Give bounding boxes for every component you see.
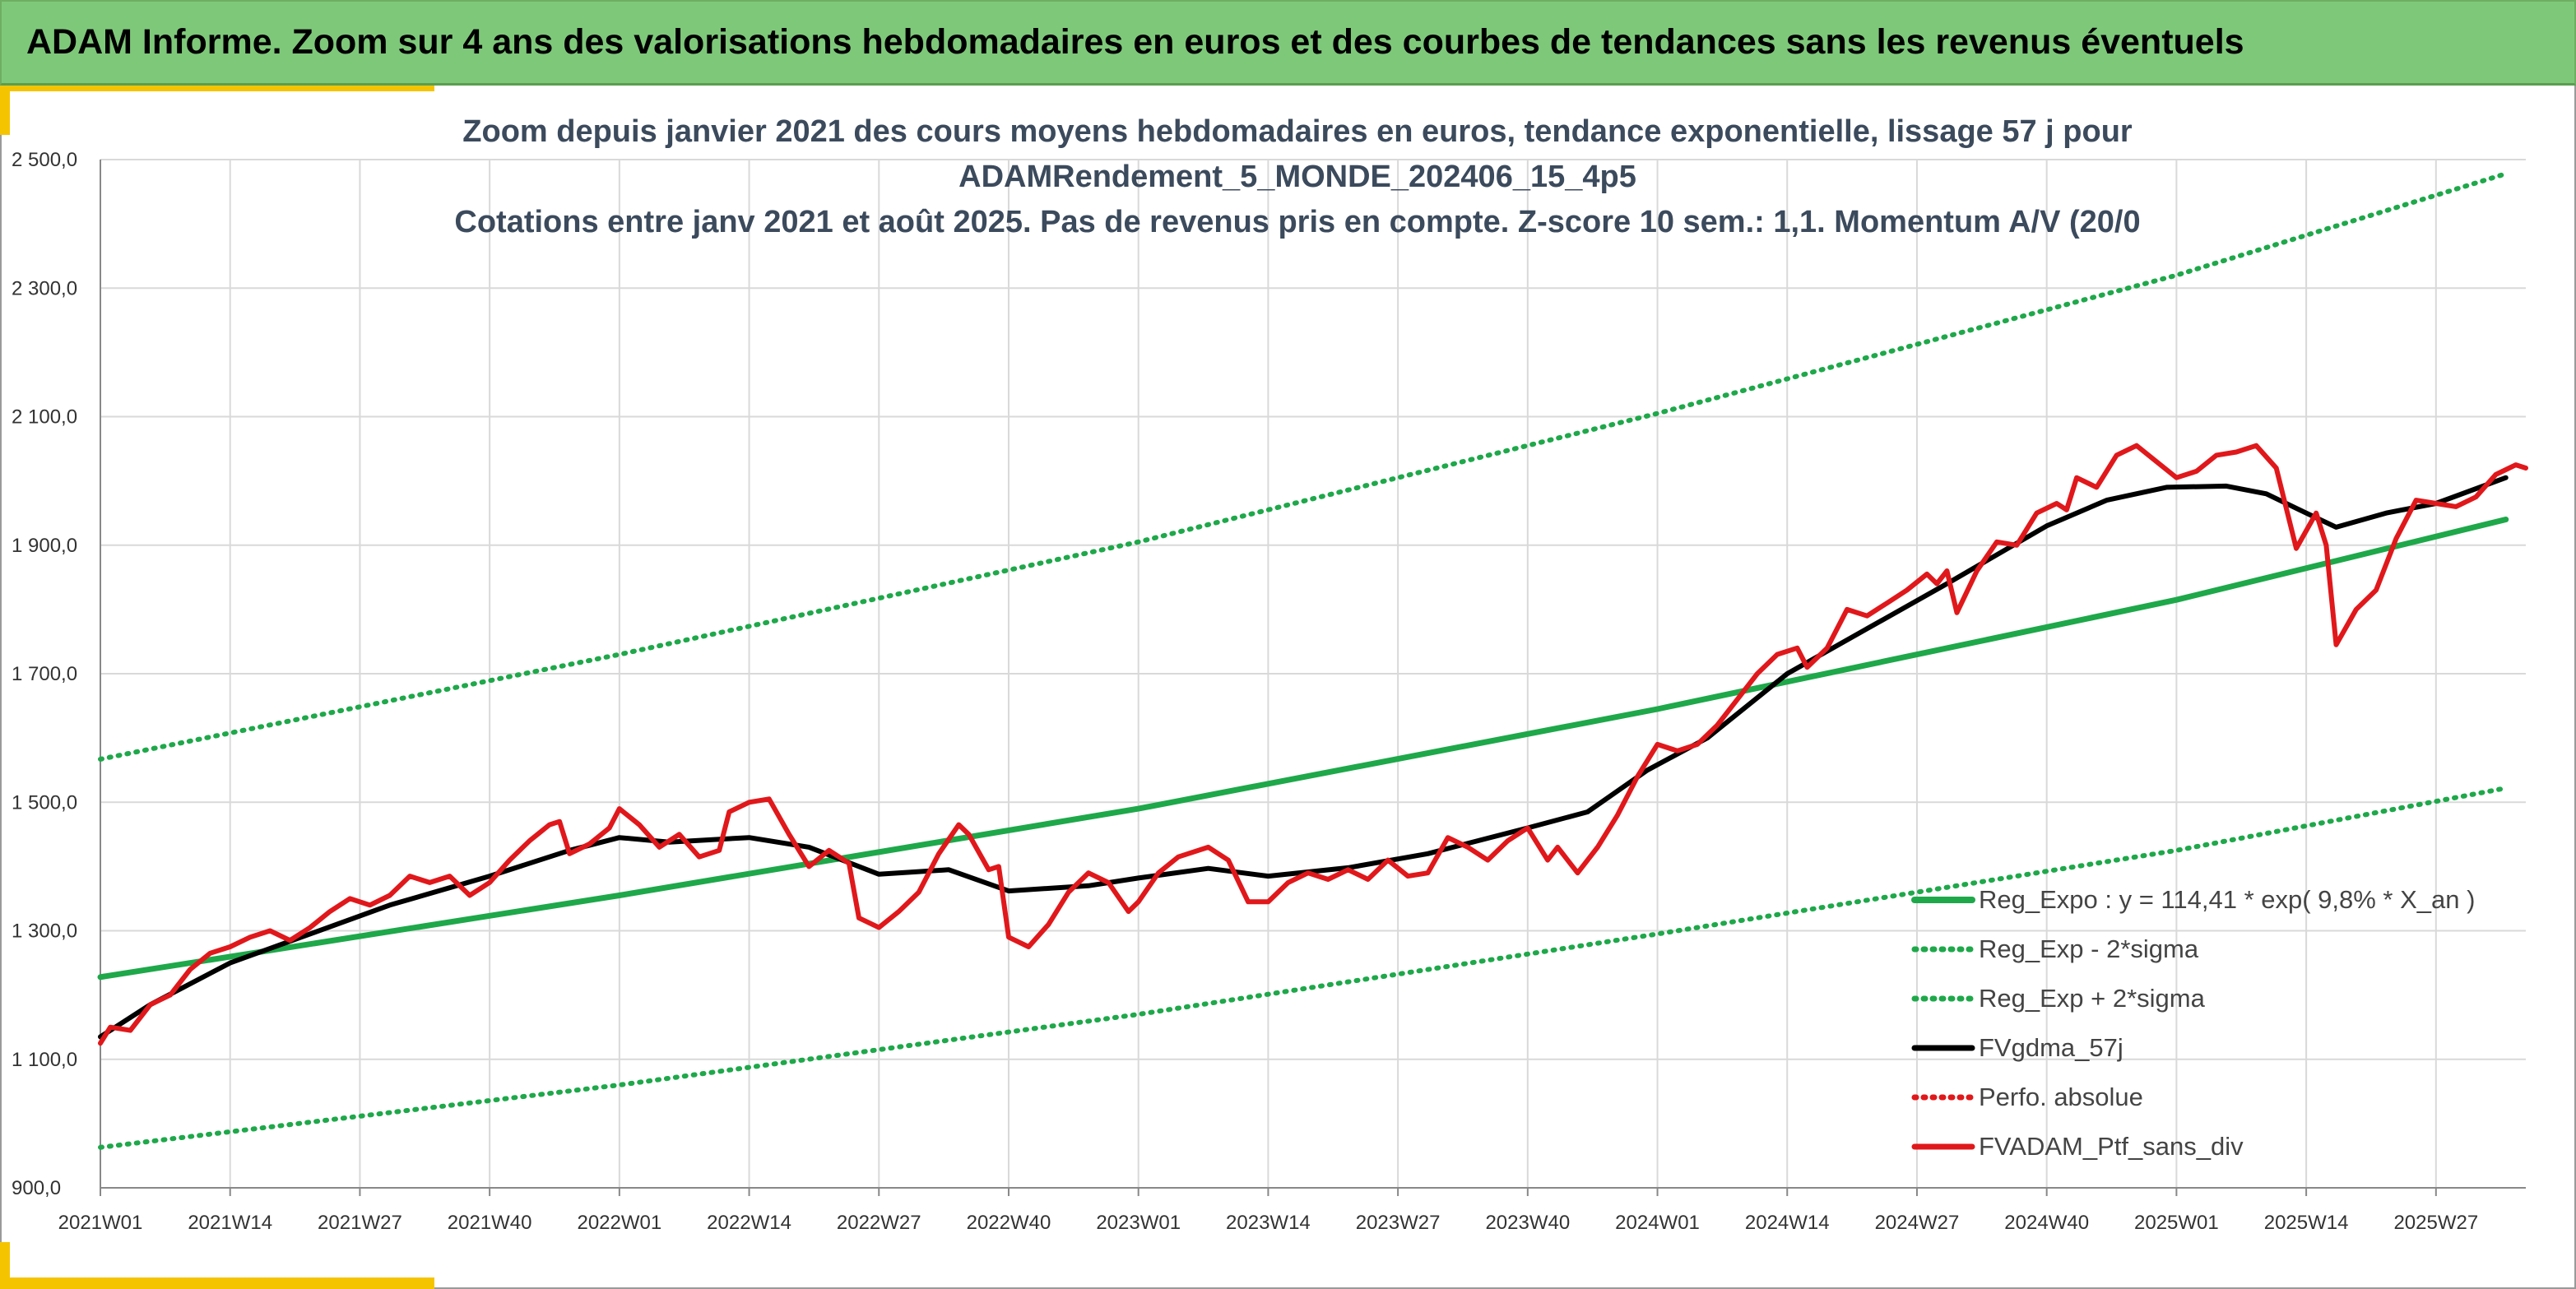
- x-tick-label: 2025W27: [2393, 1212, 2478, 1234]
- x-tick-label: 2024W14: [1745, 1212, 1830, 1234]
- chart-title-line-2: ADAMRendement_5_MONDE_202406_15_4p5: [958, 160, 1636, 194]
- y-tick-label: 1 700,0: [12, 663, 77, 685]
- x-tick-label: 2025W14: [2264, 1212, 2349, 1234]
- x-tick-label: 2024W40: [2004, 1212, 2089, 1234]
- header-banner: ADAM Informe. Zoom sur 4 ans des valoris…: [0, 0, 2576, 86]
- accent-bar-left-bottom: [0, 1242, 10, 1289]
- accent-bar-top: [0, 86, 434, 91]
- series-lines: [97, 171, 2528, 1150]
- x-tick-label: 2021W27: [318, 1212, 402, 1234]
- chart-title: Zoom depuis janvier 2021 des cours moyen…: [454, 114, 2140, 239]
- accent-bar-bottom: [0, 1277, 434, 1289]
- legend-label: FVgdma_57j: [1979, 1033, 2123, 1062]
- x-tick-label: 2023W14: [1226, 1212, 1311, 1234]
- y-tick-label: 2 500,0: [12, 149, 77, 171]
- y-tick-label: 900,0: [12, 1177, 61, 1199]
- chart-title-line-1: Zoom depuis janvier 2021 des cours moyen…: [462, 114, 2133, 149]
- x-tick-label: 2024W27: [1875, 1212, 1960, 1234]
- page-title: ADAM Informe. Zoom sur 4 ans des valoris…: [26, 22, 2244, 62]
- chart-title-line-3: Cotations entre janv 2021 et août 2025. …: [454, 205, 2140, 239]
- x-tick-label: 2021W01: [58, 1212, 143, 1234]
- x-tick-label: 2025W01: [2134, 1212, 2219, 1234]
- x-tick-label: 2023W40: [1485, 1212, 1570, 1234]
- chart-svg: 900,0 1 100,0 1 300,0 1 500,0 1 700,0 1 900,0…: [12, 114, 2528, 1234]
- x-tick-label: 2024W01: [1615, 1212, 1700, 1234]
- x-tick-label: 2023W01: [1096, 1212, 1181, 1234]
- x-tick-label: 2022W01: [577, 1212, 661, 1234]
- y-tick-label: 1 100,0: [12, 1049, 77, 1071]
- legend-label: FVADAM_Ptf_sans_div: [1979, 1132, 2244, 1161]
- series-fvadam-ptf: [98, 443, 2528, 1046]
- series-reg-exp-minus-2sigma: [98, 786, 2509, 1150]
- y-tick-label: 1 300,0: [12, 920, 77, 943]
- y-tick-label: 2 100,0: [12, 406, 77, 429]
- series-reg-exp-plus-2sigma: [98, 171, 2509, 762]
- x-tick-label: 2022W27: [837, 1212, 921, 1234]
- legend-label: Perfo. absolue: [1979, 1083, 2143, 1111]
- gridlines: [100, 159, 2526, 1189]
- series-reg-expo: [97, 517, 2509, 981]
- y-tick-label: 1 500,0: [12, 791, 77, 814]
- accent-bar-left-top: [0, 86, 10, 135]
- x-tick-label: 2021W14: [188, 1212, 272, 1234]
- legend-label: Reg_Exp + 2*sigma: [1979, 984, 2206, 1013]
- x-tick-label: 2023W27: [1356, 1212, 1441, 1234]
- chart-frame: 900,0 1 100,0 1 300,0 1 500,0 1 700,0 1 900,0…: [0, 86, 2576, 1289]
- x-tick-label: 2022W40: [967, 1212, 1051, 1234]
- x-tick-label: 2021W40: [448, 1212, 532, 1234]
- legend-label: Reg_Exp - 2*sigma: [1979, 934, 2199, 963]
- x-tick-label: 2022W14: [707, 1212, 791, 1234]
- legend-label: Reg_Expo : y = 114,41 * exp( 9,8% * X_an…: [1979, 885, 2475, 914]
- legend: Reg_Expo : y = 114,41 * exp( 9,8% * X_an…: [1911, 885, 2475, 1161]
- y-tick-label: 1 900,0: [12, 535, 77, 557]
- axes: 900,0 1 100,0 1 300,0 1 500,0 1 700,0 1 900,0…: [12, 149, 2526, 1234]
- y-tick-label: 2 300,0: [12, 277, 77, 299]
